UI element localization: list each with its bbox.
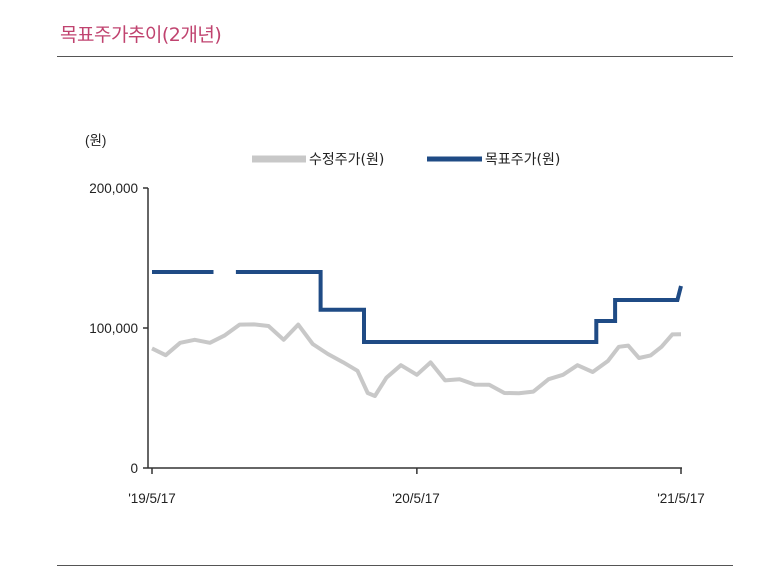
y-tick-label-200000: 200,000 <box>89 181 138 196</box>
legend-label-target-price: 목표주가(원) <box>485 152 560 168</box>
x-tick-label-2020: '20/5/17 <box>392 491 440 506</box>
y-axis-unit-label: (원) <box>85 133 106 148</box>
legend-label-adjusted-price: 수정주가(원) <box>309 152 384 168</box>
top-rule <box>57 56 733 57</box>
bottom-rule <box>57 565 733 566</box>
y-tick-label-100000: 100,000 <box>89 321 138 336</box>
series-line-adjusted-price <box>151 322 682 398</box>
x-tick-label-2021: '21/5/17 <box>657 491 705 506</box>
x-tick-label-2019: '19/5/17 <box>128 491 176 506</box>
series-line-target-price-1 <box>235 270 683 344</box>
chart-title: 목표주가추이(2개년) <box>60 24 222 46</box>
y-tick-label-0: 0 <box>130 461 138 476</box>
